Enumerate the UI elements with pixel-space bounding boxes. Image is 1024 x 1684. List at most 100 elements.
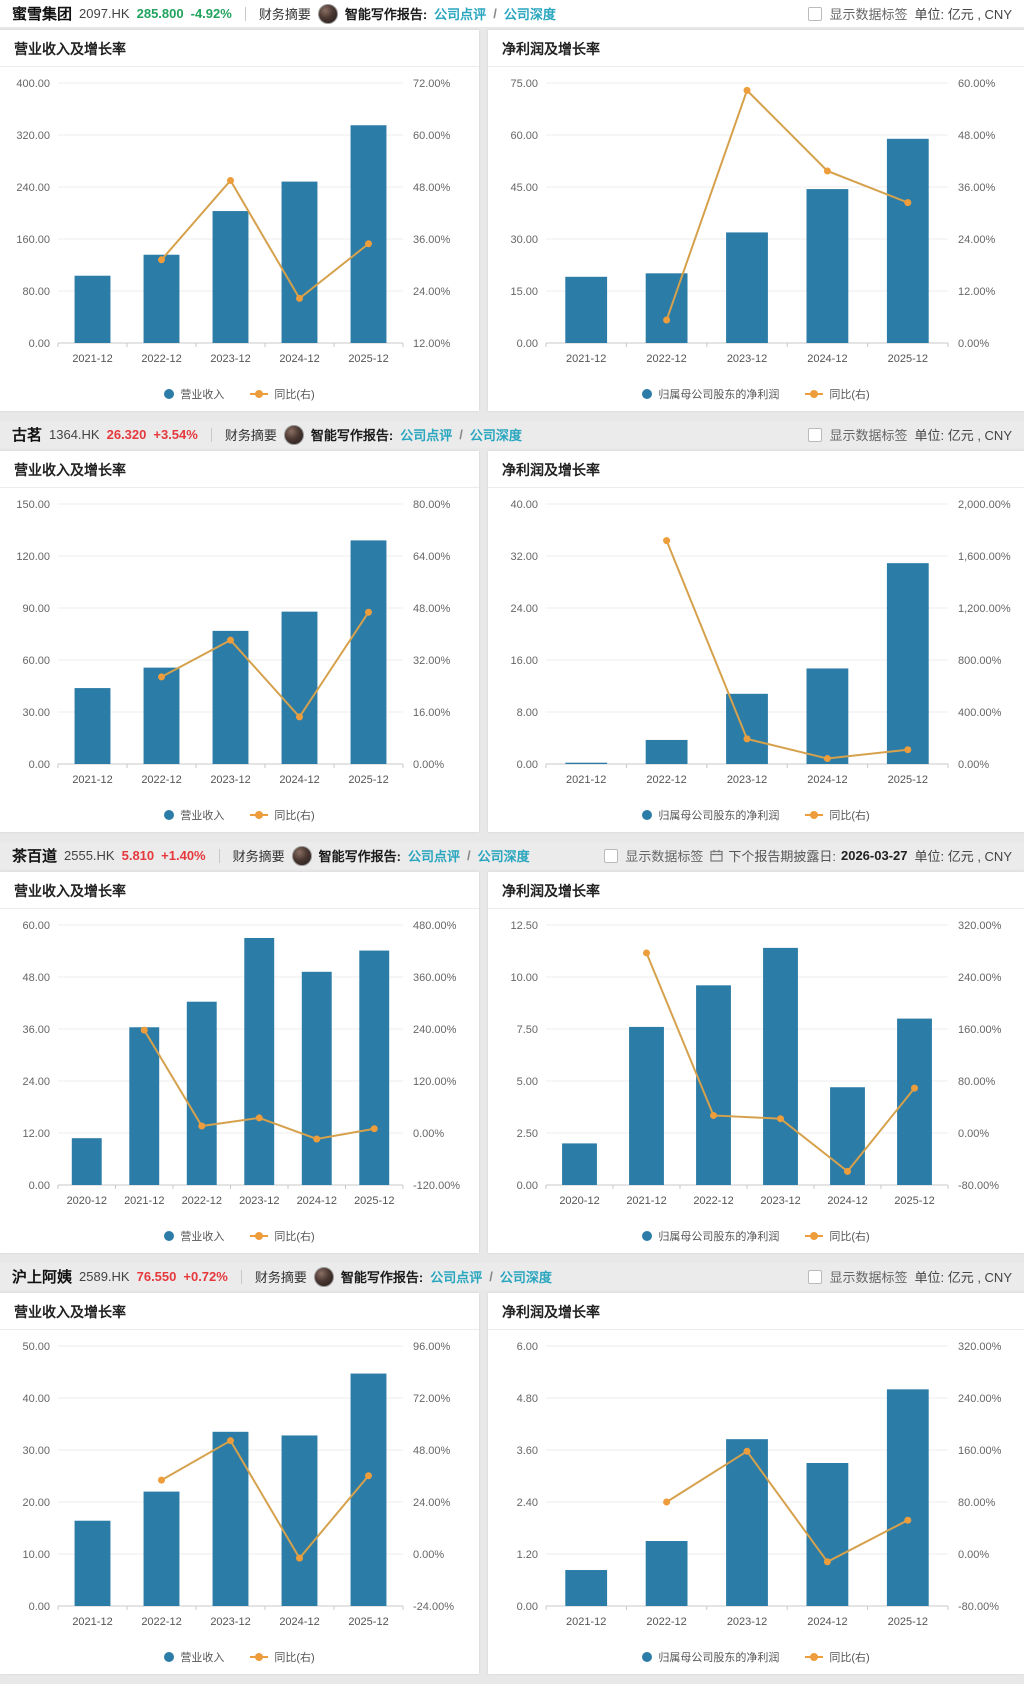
svg-text:6.00: 6.00: [517, 1341, 538, 1353]
show-data-labels-label: 显示数据标签: [829, 428, 908, 443]
line-series-swatch: [250, 811, 269, 819]
svg-text:30.00: 30.00: [510, 234, 538, 246]
show-data-labels-checkbox[interactable]: [808, 6, 823, 21]
bar-2022-12: [143, 667, 180, 764]
svg-text:2024-12: 2024-12: [279, 774, 319, 786]
svg-text:0.00: 0.00: [517, 338, 538, 350]
chart-canvas: 0.00 -80.00% 1.20 0.00% 2.40 80.00% 3.60 160.00…: [517, 1341, 1002, 1628]
change-percent: -4.92%: [190, 6, 232, 21]
svg-text:2023-12: 2023-12: [210, 353, 250, 365]
legend-item-bar[interactable]: 营业收入: [164, 807, 224, 823]
svg-text:24.00%: 24.00%: [958, 234, 996, 246]
company-review-link[interactable]: 公司点评: [407, 849, 460, 864]
line-series-swatch: [805, 1653, 824, 1661]
legend-item-bar[interactable]: 归属母公司股东的净利润: [642, 1649, 779, 1665]
legend-item-bar[interactable]: 归属母公司股东的净利润: [642, 1228, 779, 1244]
bar-2022-12: [645, 273, 688, 343]
chart-legend: 营业收入 同比(右): [0, 384, 479, 411]
company-depth-link[interactable]: 公司深度: [477, 849, 530, 864]
financial-summary-link[interactable]: 财务摘要: [254, 1270, 307, 1285]
profit-chart-panel: 净利润及增长率 0.00 -80.00% 1.20 0.00% 2.40 80.00% 3.…: [488, 1293, 1024, 1674]
svg-text:75.00: 75.00: [510, 78, 538, 90]
legend-item-line[interactable]: 同比(右): [250, 386, 315, 402]
bar-series-swatch: [164, 389, 175, 399]
link-separator: /: [489, 1269, 493, 1284]
svg-text:240.00%: 240.00%: [958, 972, 1002, 984]
show-data-labels-checkbox[interactable]: [808, 1269, 823, 1284]
svg-text:160.00%: 160.00%: [958, 1024, 1002, 1036]
svg-text:60.00%: 60.00%: [958, 78, 996, 90]
bar-2023-12: [212, 630, 249, 764]
financial-summary-link[interactable]: 财务摘要: [224, 428, 277, 443]
report-avatar-icon: [291, 845, 312, 866]
svg-text:-120.00%: -120.00%: [413, 1180, 460, 1192]
bar-2024-12: [806, 668, 849, 764]
company-name: 古茗: [12, 427, 43, 444]
report-avatar-icon: [283, 424, 304, 445]
bar-series-label: 归属母公司股东的净利润: [658, 1652, 780, 1664]
change-percent: +1.40%: [161, 848, 206, 863]
company-review-link[interactable]: 公司点评: [434, 7, 487, 22]
svg-text:36.00: 36.00: [22, 1024, 50, 1036]
svg-text:2023-12: 2023-12: [239, 1195, 279, 1207]
show-data-labels-checkbox[interactable]: [808, 427, 823, 442]
svg-text:2025-12: 2025-12: [888, 774, 928, 786]
revenue-chart-panel: 营业收入及增长率 0.00 -120.00% 12.00 0.00% 24.00 120.…: [0, 872, 479, 1253]
financial-summary-link[interactable]: 财务摘要: [258, 7, 311, 22]
legend-item-line[interactable]: 同比(右): [805, 807, 870, 823]
bar-series-swatch: [164, 810, 175, 820]
profit-chart-plot: 0.00 0.00% 8.00 400.00% 16.00 800.00% 24.00 1,2…: [488, 488, 1024, 805]
legend-item-bar[interactable]: 归属母公司股东的净利润: [642, 386, 779, 402]
bar-2024-12: [806, 1463, 849, 1606]
company-depth-link[interactable]: 公司深度: [469, 428, 522, 443]
bar-2025-12: [350, 540, 387, 764]
svg-text:0.00: 0.00: [517, 1180, 538, 1192]
legend-item-bar[interactable]: 归属母公司股东的净利润: [642, 807, 779, 823]
chart-canvas: 0.00 0.00% 30.00 16.00% 60.00 32.00% 90.00 48.0…: [16, 499, 450, 786]
company-review-link[interactable]: 公司点评: [430, 1270, 483, 1285]
company-depth-link[interactable]: 公司深度: [499, 1270, 552, 1285]
company-header: 沪上阿姨 2589.HK 76.550 +0.72% 财务摘要 智能写作报告: …: [0, 1263, 1024, 1290]
svg-text:2022-12: 2022-12: [646, 774, 686, 786]
bar-series-swatch: [164, 1652, 175, 1662]
svg-text:0.00%: 0.00%: [958, 759, 989, 771]
legend-item-line[interactable]: 同比(右): [250, 807, 315, 823]
legend-item-line[interactable]: 同比(右): [250, 1228, 315, 1244]
svg-text:320.00%: 320.00%: [958, 920, 1002, 932]
svg-text:2022-12: 2022-12: [646, 353, 686, 365]
bar-2025-12: [359, 950, 390, 1185]
company-depth-link[interactable]: 公司深度: [503, 7, 556, 22]
last-price: 76.550: [136, 1269, 177, 1284]
svg-text:16.00: 16.00: [510, 655, 538, 667]
bar-series-label: 归属母公司股东的净利润: [658, 389, 780, 401]
svg-text:160.00%: 160.00%: [958, 1445, 1002, 1457]
legend-item-bar[interactable]: 营业收入: [164, 386, 224, 402]
svg-text:60.00: 60.00: [22, 920, 50, 932]
show-data-labels-label: 显示数据标签: [829, 1270, 908, 1285]
svg-text:2021-12: 2021-12: [72, 353, 112, 365]
legend-item-line[interactable]: 同比(右): [805, 386, 870, 402]
legend-item-bar[interactable]: 营业收入: [164, 1228, 224, 1244]
chart-title: 净利润及增长率: [488, 1293, 1024, 1330]
svg-text:800.00%: 800.00%: [958, 655, 1002, 667]
svg-text:2023-12: 2023-12: [210, 774, 250, 786]
report-avatar-icon: [317, 3, 338, 24]
legend-item-line[interactable]: 同比(右): [805, 1649, 870, 1665]
line-series-label: 同比(右): [829, 1231, 870, 1243]
svg-text:2021-12: 2021-12: [626, 1195, 666, 1207]
show-data-labels-checkbox[interactable]: [604, 848, 619, 863]
legend-item-line[interactable]: 同比(右): [805, 1228, 870, 1244]
svg-text:120.00%: 120.00%: [413, 1076, 457, 1088]
bar-2024-12: [806, 189, 849, 343]
company-review-link[interactable]: 公司点评: [400, 428, 453, 443]
legend-item-bar[interactable]: 营业收入: [164, 1649, 224, 1665]
financial-summary-link[interactable]: 财务摘要: [232, 849, 285, 864]
bar-series-swatch: [642, 1231, 653, 1241]
svg-text:45.00: 45.00: [510, 182, 538, 194]
bar-2025-12: [886, 563, 929, 764]
chart-panels: 营业收入及增长率 0.00 -120.00% 12.00 0.00% 24.00 120.…: [0, 872, 1024, 1253]
profit-chart-panel: 净利润及增长率 0.00 0.00% 15.00 12.00% 30.00 24.00% 4…: [488, 30, 1024, 411]
svg-text:1,200.00%: 1,200.00%: [958, 603, 1011, 615]
legend-item-line[interactable]: 同比(右): [250, 1649, 315, 1665]
